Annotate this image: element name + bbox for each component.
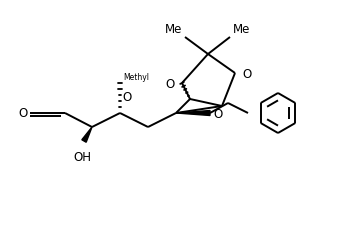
Text: OH: OH — [73, 150, 91, 163]
Text: O: O — [18, 107, 28, 120]
Polygon shape — [82, 127, 92, 143]
Text: O: O — [166, 78, 175, 91]
Text: O: O — [122, 91, 131, 104]
Text: Methyl: Methyl — [123, 73, 149, 82]
Text: O: O — [242, 68, 251, 81]
Text: Me: Me — [165, 23, 182, 36]
Text: Me: Me — [233, 23, 250, 36]
Text: O: O — [213, 108, 222, 121]
Polygon shape — [176, 111, 210, 116]
